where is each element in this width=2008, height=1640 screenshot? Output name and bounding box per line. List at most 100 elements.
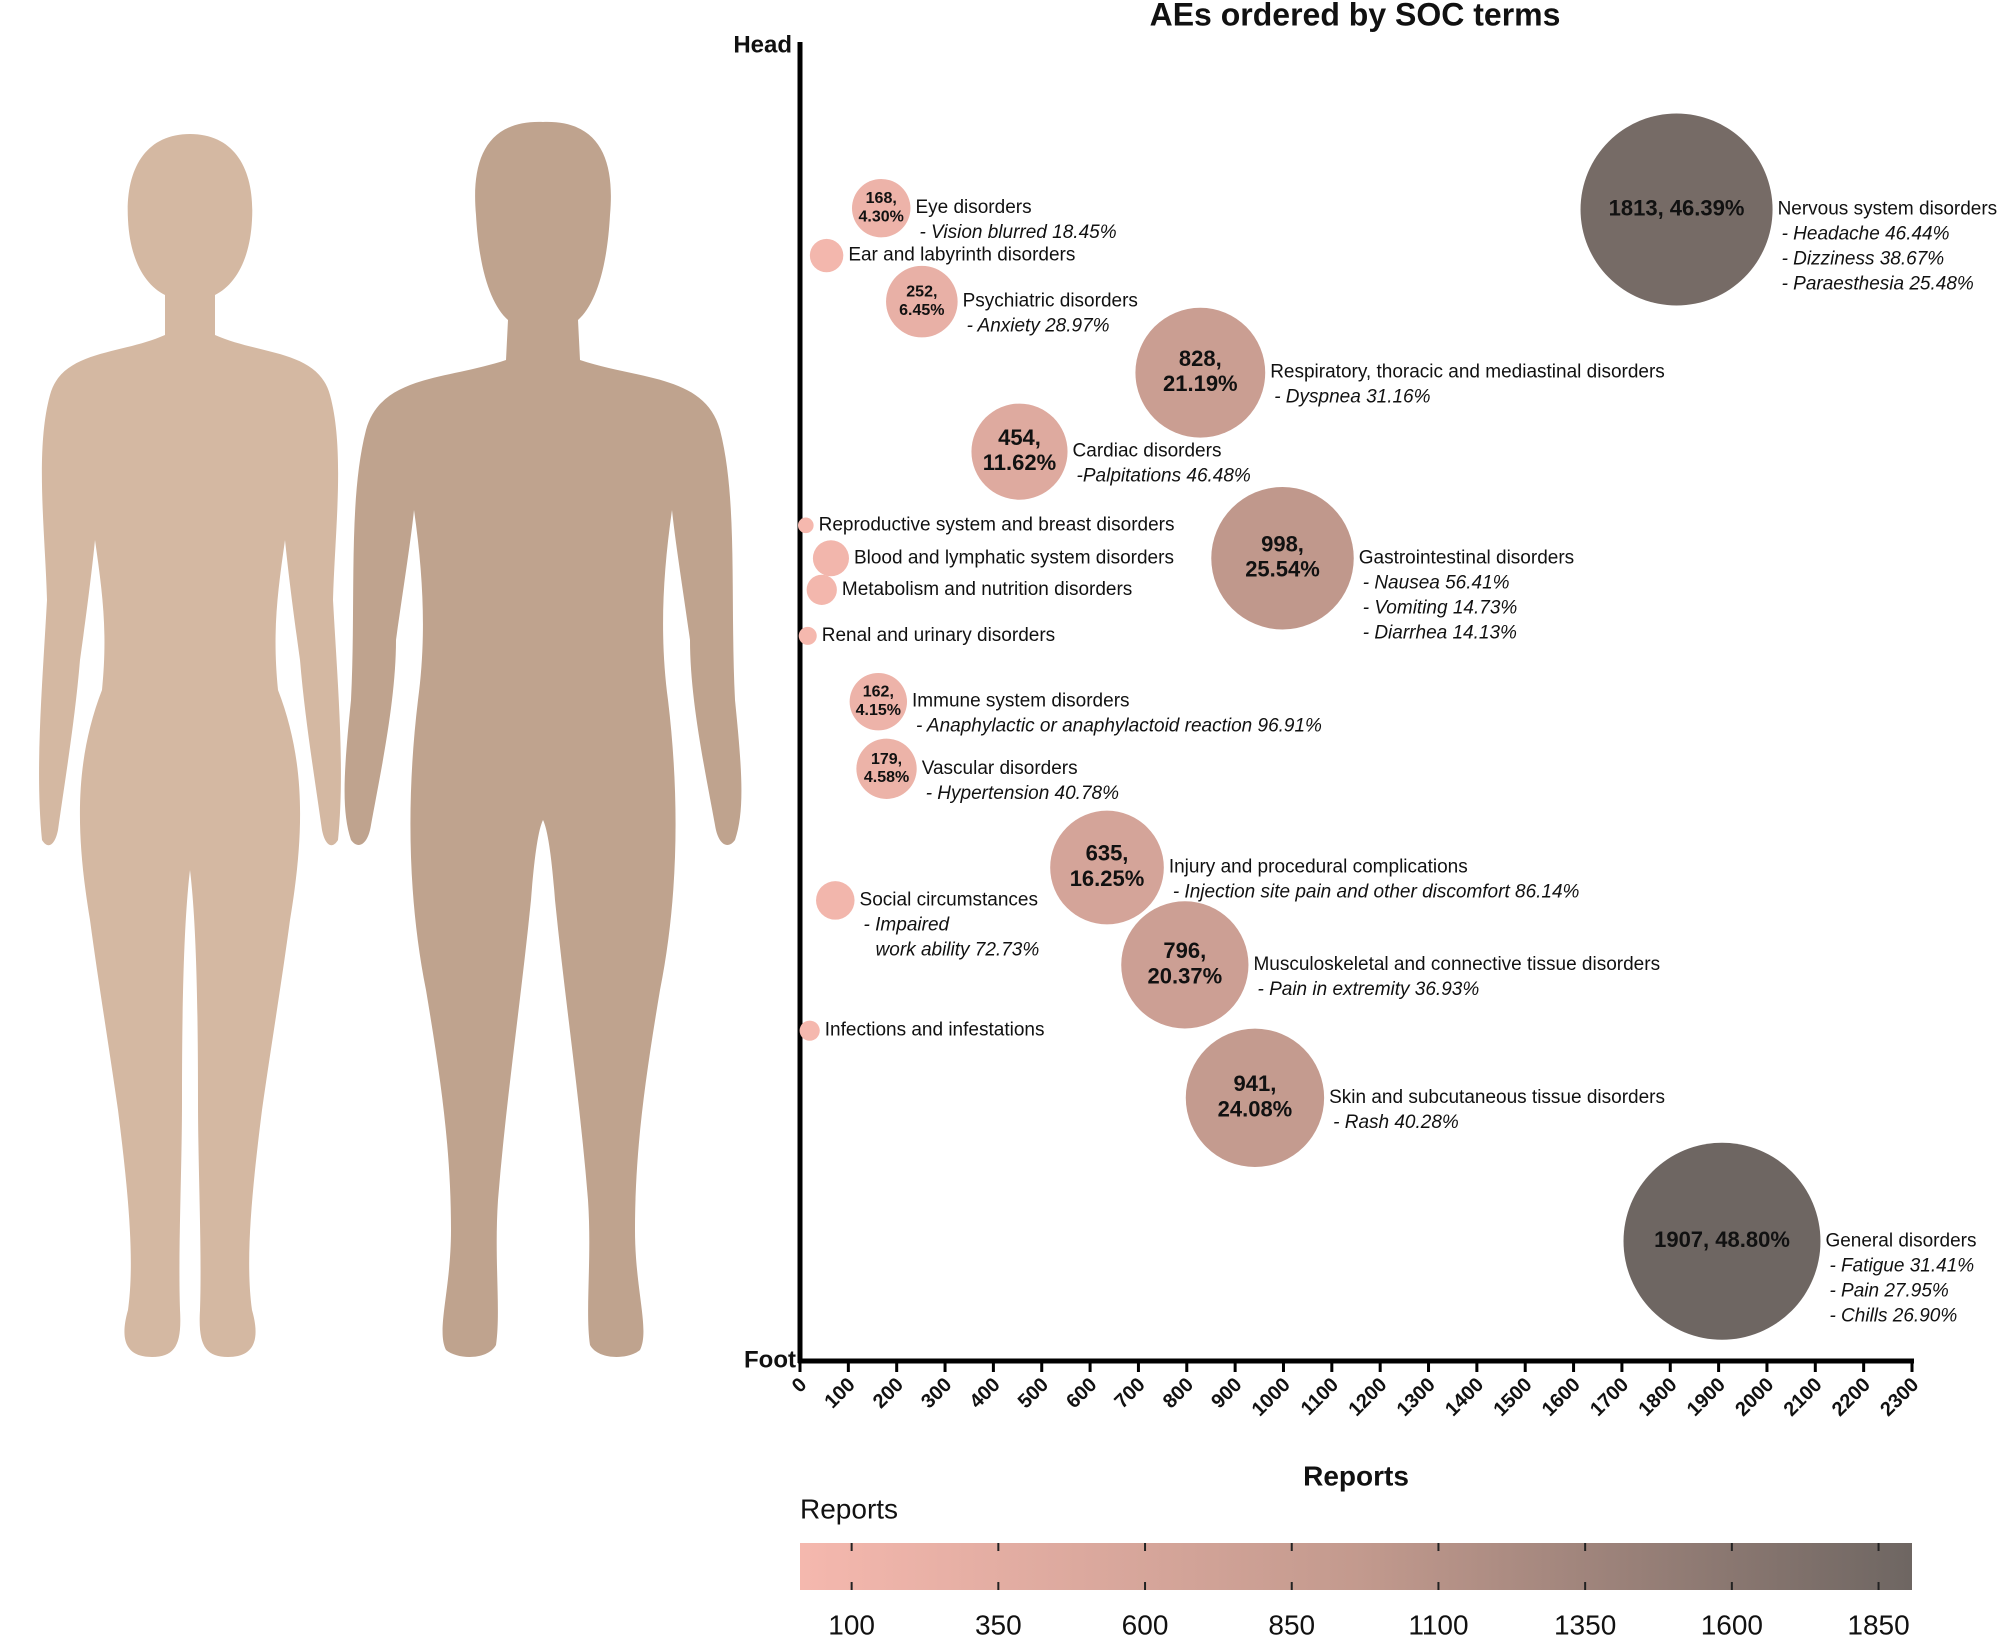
category-label: Blood and lymphatic system disorders <box>854 547 1174 568</box>
x-tick-label: 1000 <box>1248 1374 1295 1421</box>
bubble <box>1211 487 1354 630</box>
x-tick-label: 1700 <box>1586 1374 1633 1421</box>
category-label: Social circumstances <box>860 889 1038 910</box>
bubble <box>1623 1142 1821 1340</box>
colorbar-tick-label: 1100 <box>1408 1609 1468 1640</box>
x-tick-label: 200 <box>869 1374 908 1413</box>
bubble-value-label: 6.45% <box>899 302 944 319</box>
category-label: Psychiatric disorders <box>963 291 1138 312</box>
bubble <box>849 672 908 731</box>
bubble-value-label: 1907, 48.80% <box>1654 1227 1790 1252</box>
detail-label: - Diarrhea 14.13% <box>1363 622 1517 643</box>
detail-label: - Vomiting 14.73% <box>1363 597 1518 618</box>
category-label: Musculoskeletal and connective tissue di… <box>1253 954 1660 975</box>
colorbar-tick-label: 850 <box>1268 1609 1315 1640</box>
bubble <box>809 238 844 273</box>
bubble <box>1580 113 1773 306</box>
bubble-value-label: 252, <box>906 284 937 301</box>
bubble-value-label: 4.30% <box>859 209 904 226</box>
x-tick-label: 1600 <box>1538 1374 1585 1421</box>
bubble <box>812 540 849 577</box>
x-tick-label: 1800 <box>1635 1374 1682 1421</box>
x-tick-label: 2100 <box>1780 1374 1827 1421</box>
x-tick-label: 900 <box>1207 1374 1246 1413</box>
bubble <box>1050 810 1164 925</box>
x-tick-label: 400 <box>966 1374 1005 1413</box>
colorbar-tick-label: 1850 <box>1847 1609 1909 1640</box>
x-tick-label: 2200 <box>1828 1374 1875 1421</box>
bubble <box>971 403 1068 500</box>
bubble-value-label: 4.15% <box>856 702 901 719</box>
bubble-value-label: 941, <box>1234 1071 1277 1096</box>
bubble-value-label: 179, <box>871 751 902 768</box>
detail-label: - Nausea 56.41% <box>1363 572 1510 593</box>
bubble-value-label: 796, <box>1163 938 1206 963</box>
detail-label: - Pain 27.95% <box>1829 1280 1948 1301</box>
category-label: Infections and infestations <box>825 1020 1045 1041</box>
x-tick-label: 500 <box>1014 1374 1053 1413</box>
x-tick-label: 300 <box>917 1374 956 1413</box>
category-label: Eye disorders <box>915 197 1031 218</box>
bubble-value-label: 1813, 46.39% <box>1609 195 1745 220</box>
bubble-value-label: 11.62% <box>983 450 1056 475</box>
detail-label: - Injection site pain and other discomfo… <box>1173 882 1580 903</box>
bubble-value-label: 828, <box>1179 346 1222 371</box>
colorbar-tick-label: 1600 <box>1701 1609 1763 1640</box>
detail-label: - Headache 46.44% <box>1782 224 1950 245</box>
category-label: Immune system disorders <box>912 691 1130 712</box>
colorbar <box>800 1543 1912 1590</box>
bubble-value-label: 4.58% <box>864 769 909 786</box>
detail-label: - Rash 40.28% <box>1333 1112 1459 1133</box>
bubble-value-label: 21.19% <box>1163 371 1238 396</box>
detail-label: - Impaired <box>864 914 951 935</box>
chart-title: AEs ordered by SOC terms <box>1150 0 1561 32</box>
detail-label: - Chills 26.90% <box>1829 1305 1957 1326</box>
colorbar-tick-label: 1350 <box>1554 1609 1616 1640</box>
x-tick-label: 1100 <box>1297 1374 1343 1420</box>
detail-label: - Fatigue 31.41% <box>1829 1255 1974 1276</box>
category-label: Injury and procedural complications <box>1169 857 1468 878</box>
detail-label: - Hypertension 40.78% <box>926 783 1119 804</box>
bubble <box>816 881 855 920</box>
category-label: Reproductive system and breast disorders <box>819 514 1175 535</box>
colorbar-tick-label: 100 <box>828 1609 875 1640</box>
bubble-value-label: 168, <box>866 190 897 207</box>
bubble <box>886 265 958 338</box>
bubble <box>799 1020 820 1041</box>
bubble-value-label: 25.54% <box>1245 557 1320 582</box>
bubble <box>1121 901 1249 1029</box>
detail-label: - Dyspnea 31.16% <box>1274 387 1430 408</box>
bubble <box>798 626 817 645</box>
detail-label: work ability 72.73% <box>876 939 1040 960</box>
detail-label: - Pain in extremity 36.93% <box>1257 979 1479 1000</box>
detail-label: - Paraesthesia 25.48% <box>1782 274 1974 295</box>
detail-label: - Anaphylactic or anaphylactoid reaction… <box>916 716 1322 737</box>
bubble <box>797 517 814 534</box>
x-tick-label: 1200 <box>1344 1374 1391 1421</box>
bubble-value-label: 16.25% <box>1070 866 1145 891</box>
y-top-label: Head <box>733 31 792 58</box>
x-tick-label: 600 <box>1062 1374 1101 1413</box>
category-label: Gastrointestinal disorders <box>1359 547 1574 568</box>
x-axis-label: Reports <box>1303 1460 1409 1491</box>
detail-label: -Palpitations 46.48% <box>1077 466 1251 487</box>
category-label: Vascular disorders <box>922 758 1078 779</box>
colorbar-title: Reports <box>800 1493 898 1524</box>
x-tick-label: 100 <box>820 1374 859 1413</box>
x-tick-label: 1500 <box>1489 1374 1536 1421</box>
category-label: Respiratory, thoracic and mediastinal di… <box>1270 362 1665 383</box>
colorbar-tick-label: 600 <box>1122 1609 1169 1640</box>
category-label: Cardiac disorders <box>1073 441 1222 462</box>
bubble <box>851 178 911 238</box>
category-label: Metabolism and nutrition disorders <box>842 579 1132 600</box>
category-label: Nervous system disorders <box>1778 199 1998 220</box>
bubble-value-label: 635, <box>1086 841 1129 866</box>
x-tick-label: 1900 <box>1683 1374 1730 1421</box>
category-label: Renal and urinary disorders <box>822 625 1055 646</box>
colorbar-tick-label: 350 <box>975 1609 1022 1640</box>
x-tick-label: 1300 <box>1393 1374 1440 1421</box>
bubble <box>1185 1028 1325 1167</box>
bubble-value-label: 24.08% <box>1218 1096 1293 1121</box>
bubble <box>1135 307 1266 438</box>
male-silhouette <box>344 121 742 1357</box>
